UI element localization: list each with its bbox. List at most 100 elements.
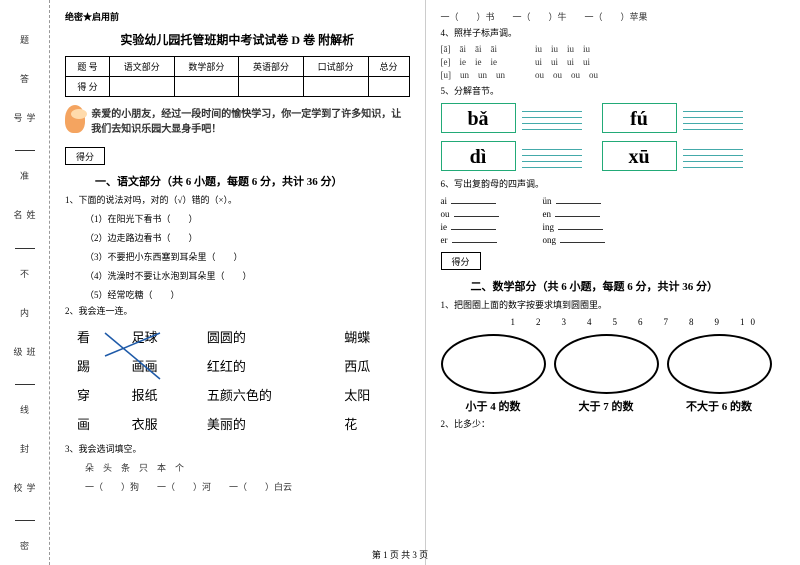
q6-item: ing	[543, 222, 610, 232]
match-table: 看足球圆圆的蝴蝶 踢画画红红的西瓜 穿报纸五颜六色的太阳 画衣服美丽的花	[65, 321, 410, 439]
tone-row: ou ou ou ou	[535, 68, 598, 81]
tone-row: [e] ie ie ie	[441, 55, 506, 68]
match-l: 穿	[67, 381, 120, 408]
ovals: 小于 4 的数 大于 7 的数 不大于 6 的数	[441, 334, 786, 414]
th: 语文部分	[109, 57, 174, 77]
margin-label: 内	[18, 308, 31, 317]
match-m: 画画	[122, 352, 195, 379]
margin-line	[15, 520, 35, 521]
score-cell[interactable]	[174, 77, 239, 97]
td: 得 分	[66, 77, 110, 97]
margin-label: 准	[18, 171, 31, 180]
th: 总分	[368, 57, 409, 77]
secret-stamp: 绝密★启用前	[65, 10, 410, 23]
right-column: 一（ ）书 一（ ）牛 一（ ）苹果 4、照样子标声调。 [ā] āi āi ā…	[426, 0, 800, 565]
match-l: 看	[67, 323, 120, 350]
q6-grid: ai ou ie er ün en ing ong	[441, 193, 786, 248]
score-cell[interactable]	[239, 77, 304, 97]
match-r2: 蝴蝶	[334, 323, 407, 350]
section-title-math: 二、数学部分（共 6 小题，每题 6 分，共计 36 分）	[471, 278, 786, 294]
margin-label: 姓名	[12, 210, 38, 227]
q6-item: er	[441, 235, 503, 245]
q6-item: ou	[441, 209, 503, 219]
q3-words: 朵 头 条 只 本 个	[85, 461, 410, 474]
page-footer: 第 1 页 共 3 页	[0, 548, 800, 561]
q6-item: ie	[441, 222, 503, 232]
th: 数学部分	[174, 57, 239, 77]
oval[interactable]	[441, 334, 546, 394]
match-m: 衣服	[122, 410, 195, 437]
pinyin-box: fú	[602, 103, 677, 133]
q2-stem: 2、我会连一连。	[65, 304, 410, 317]
q6-stem: 6、写出复韵母的四声调。	[441, 177, 786, 190]
section-title-chinese: 一、语文部分（共 6 小题，每题 6 分，共计 36 分）	[95, 173, 410, 189]
q1-opt: （1）在阳光下看书（ ）	[85, 212, 410, 225]
margin-label: 不	[18, 269, 31, 278]
score-cell[interactable]	[368, 77, 409, 97]
table-row: 题 号 语文部分 数学部分 英语部分 口试部分 总分	[66, 57, 410, 77]
tone-row: [u] un un un	[441, 68, 506, 81]
q6-item: ai	[441, 196, 503, 206]
child-avatar-icon	[65, 105, 85, 133]
match-r1: 美丽的	[197, 410, 332, 437]
q1-stem: 1、下面的说法对吗，对的（√）错的（×）。	[65, 193, 410, 206]
q3-line: 一（ ）狗 一（ ）河 一（ ）白云	[85, 480, 410, 493]
num-line: 1 2 3 4 5 6 7 8 9 10	[511, 315, 786, 328]
pinyin-row: dì xū	[441, 138, 786, 174]
oval[interactable]	[554, 334, 659, 394]
score-box: 得分	[441, 252, 481, 270]
q4-line0: 一（ ）书 一（ ）牛 一（ ）苹果	[441, 10, 786, 23]
q5-stem: 5、分解音节。	[441, 84, 786, 97]
write-lines[interactable]	[522, 106, 582, 130]
score-cell[interactable]	[303, 77, 368, 97]
tone-row: ui ui ui ui	[535, 55, 598, 68]
match-r2: 太阳	[334, 381, 407, 408]
margin-line	[15, 150, 35, 151]
margin-label: 题	[18, 35, 31, 44]
write-lines[interactable]	[683, 144, 743, 168]
q3-stem: 3、我会选词填空。	[65, 442, 410, 455]
exam-title: 实验幼儿园托管班期中考试试卷 D 卷 附解析	[65, 31, 410, 48]
q1-opt: （4）洗澡时不要让水泡到耳朵里（ ）	[85, 269, 410, 282]
margin-label: 学号	[12, 113, 38, 130]
q1-opt: （5）经常吃糖（ ）	[85, 288, 410, 301]
q1-opt: （2）边走路边看书（ ）	[85, 231, 410, 244]
write-lines[interactable]	[522, 144, 582, 168]
margin-label: 封	[18, 444, 31, 453]
greeting-text: 亲爱的小朋友，经过一段时间的愉快学习，你一定学到了许多知识，让我们去知识乐园大显…	[91, 105, 409, 135]
match-m: 足球	[122, 323, 195, 350]
write-lines[interactable]	[683, 106, 743, 130]
exam-page: 题 答 学号 准 姓名 不 内 班级 线 封 学校 密 绝密★启用前 实验幼儿园…	[0, 0, 800, 565]
q6-item: ün	[543, 196, 610, 206]
match-wrap: 看足球圆圆的蝴蝶 踢画画红红的西瓜 穿报纸五颜六色的太阳 画衣服美丽的花	[65, 321, 410, 439]
match-r2: 西瓜	[334, 352, 407, 379]
pinyin-box: dì	[441, 141, 516, 171]
q1-opt: （3）不要把小东西塞到耳朵里（ ）	[85, 250, 410, 263]
match-l: 画	[67, 410, 120, 437]
oval-label: 不大于 6 的数	[667, 398, 772, 414]
margin-label: 学校	[12, 483, 38, 500]
match-r1: 圆圆的	[197, 323, 332, 350]
score-box: 得分	[65, 147, 105, 165]
th: 口试部分	[303, 57, 368, 77]
th: 英语部分	[239, 57, 304, 77]
margin-line	[15, 384, 35, 385]
oval-label: 大于 7 的数	[554, 398, 659, 414]
tone-row: [ā] āi āi āi	[441, 42, 506, 55]
pinyin-box: bǎ	[441, 103, 516, 133]
tone-row: iu iu iu iu	[535, 42, 598, 55]
oval[interactable]	[667, 334, 772, 394]
pinyin-row: bǎ fú	[441, 100, 786, 136]
q6-item: ong	[543, 235, 610, 245]
match-r1: 五颜六色的	[197, 381, 332, 408]
match-r2: 花	[334, 410, 407, 437]
score-table: 题 号 语文部分 数学部分 英语部分 口试部分 总分 得 分	[65, 56, 410, 97]
score-cell[interactable]	[109, 77, 174, 97]
match-r1: 红红的	[197, 352, 332, 379]
margin-label: 答	[18, 74, 31, 83]
m1-stem: 1、把图圈上面的数字按要求填到圆圈里。	[441, 298, 786, 311]
pinyin-box: xū	[602, 141, 677, 171]
margin-label: 线	[18, 405, 31, 414]
binding-margin: 题 答 学号 准 姓名 不 内 班级 线 封 学校 密	[0, 0, 50, 565]
left-column: 绝密★启用前 实验幼儿园托管班期中考试试卷 D 卷 附解析 题 号 语文部分 数…	[50, 0, 426, 565]
